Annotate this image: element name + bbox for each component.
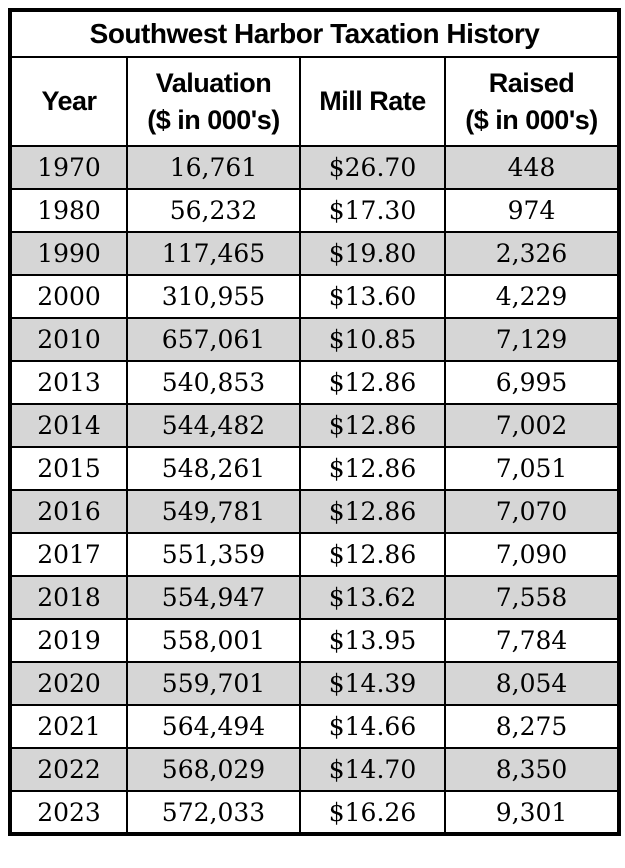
table-row: 2013 540,853 $12.86 6,995	[9, 360, 621, 405]
cell-mill-rate: $26.70	[299, 145, 446, 190]
table-row: 2016 549,781 $12.86 7,070	[9, 489, 621, 534]
cell-mill-rate: $12.86	[299, 360, 446, 405]
header-row: Year Valuation ($ in 000's) Mill Rate Ra…	[9, 56, 621, 147]
cell-raised: 7,129	[443, 317, 621, 362]
cell-year: 2010	[9, 317, 128, 362]
cell-raised: 7,070	[443, 489, 621, 534]
cell-valuation: 551,359	[126, 532, 301, 577]
cell-year: 2020	[9, 661, 128, 706]
column-header-year: Year	[9, 56, 128, 147]
cell-year: 2016	[9, 489, 128, 534]
column-header-valuation: Valuation ($ in 000's)	[126, 56, 301, 147]
table-row: 2000 310,955 $13.60 4,229	[9, 274, 621, 319]
cell-year: 2022	[9, 747, 128, 792]
cell-year: 2014	[9, 403, 128, 448]
cell-valuation: 559,701	[126, 661, 301, 706]
cell-year: 1980	[9, 188, 128, 233]
table-row: 2023 572,033 $16.26 9,301	[9, 790, 621, 835]
column-header-label: Raised	[488, 68, 575, 99]
cell-valuation: 564,494	[126, 704, 301, 749]
cell-year: 2023	[9, 790, 128, 835]
cell-year: 2013	[9, 360, 128, 405]
cell-raised: 8,350	[443, 747, 621, 792]
cell-raised: 448	[443, 145, 621, 190]
cell-mill-rate: $14.66	[299, 704, 446, 749]
table-row: 2017 551,359 $12.86 7,090	[9, 532, 621, 577]
table-row: 1970 16,761 $26.70 448	[9, 145, 621, 190]
cell-mill-rate: $13.95	[299, 618, 446, 663]
table-row: 1980 56,232 $17.30 974	[9, 188, 621, 233]
cell-valuation: 548,261	[126, 446, 301, 491]
title-row: Southwest Harbor Taxation History	[8, 9, 621, 58]
cell-valuation: 16,761	[126, 145, 301, 190]
cell-year: 1990	[9, 231, 128, 276]
cell-mill-rate: $17.30	[299, 188, 446, 233]
cell-raised: 8,054	[443, 661, 621, 706]
table-row: 2010 657,061 $10.85 7,129	[9, 317, 621, 362]
cell-mill-rate: $16.26	[299, 790, 446, 835]
cell-valuation: 310,955	[126, 274, 301, 319]
cell-raised: 8,275	[443, 704, 621, 749]
table-title: Southwest Harbor Taxation History	[8, 9, 621, 58]
cell-mill-rate: $12.86	[299, 489, 446, 534]
cell-raised: 7,784	[443, 618, 621, 663]
table-row: 1990 117,465 $19.80 2,326	[9, 231, 621, 276]
column-header-label: Year	[41, 86, 97, 117]
cell-year: 2021	[9, 704, 128, 749]
cell-valuation: 544,482	[126, 403, 301, 448]
cell-year: 2000	[9, 274, 128, 319]
column-header-label: Valuation	[155, 68, 272, 99]
cell-year: 1970	[9, 145, 128, 190]
cell-year: 2017	[9, 532, 128, 577]
column-header-label: Mill Rate	[319, 86, 426, 117]
cell-mill-rate: $14.39	[299, 661, 446, 706]
table-row: 2022 568,029 $14.70 8,350	[9, 747, 621, 792]
cell-raised: 7,051	[443, 446, 621, 491]
cell-valuation: 657,061	[126, 317, 301, 362]
table-body: 1970 16,761 $26.70 448 1980 56,232 $17.30 974 19…	[9, 145, 621, 835]
cell-valuation: 554,947	[126, 575, 301, 620]
column-header-mill-rate: Mill Rate	[299, 56, 446, 147]
cell-raised: 6,995	[443, 360, 621, 405]
cell-raised: 7,090	[443, 532, 621, 577]
cell-valuation: 540,853	[126, 360, 301, 405]
table-row: 2019 558,001 $13.95 7,784	[9, 618, 621, 663]
cell-raised: 2,326	[443, 231, 621, 276]
column-header-sublabel: ($ in 000's)	[147, 104, 280, 135]
cell-raised: 7,002	[443, 403, 621, 448]
cell-raised: 7,558	[443, 575, 621, 620]
cell-valuation: 558,001	[126, 618, 301, 663]
cell-year: 2018	[9, 575, 128, 620]
cell-mill-rate: $12.86	[299, 532, 446, 577]
cell-raised: 9,301	[443, 790, 621, 835]
cell-valuation: 56,232	[126, 188, 301, 233]
table-row: 2014 544,482 $12.86 7,002	[9, 403, 621, 448]
cell-mill-rate: $12.86	[299, 403, 446, 448]
cell-mill-rate: $19.80	[299, 231, 446, 276]
cell-valuation: 572,033	[126, 790, 301, 835]
cell-valuation: 568,029	[126, 747, 301, 792]
cell-year: 2019	[9, 618, 128, 663]
table-row: 2021 564,494 $14.66 8,275	[9, 704, 621, 749]
cell-valuation: 117,465	[126, 231, 301, 276]
column-header-raised: Raised ($ in 000's)	[443, 56, 621, 147]
table-row: 2018 554,947 $13.62 7,558	[9, 575, 621, 620]
cell-mill-rate: $14.70	[299, 747, 446, 792]
taxation-history-table: Southwest Harbor Taxation History Year V…	[8, 8, 622, 836]
cell-valuation: 549,781	[126, 489, 301, 534]
cell-raised: 974	[443, 188, 621, 233]
table-head: Southwest Harbor Taxation History Year V…	[8, 9, 621, 147]
cell-mill-rate: $10.85	[299, 317, 446, 362]
cell-mill-rate: $13.62	[299, 575, 446, 620]
cell-year: 2015	[9, 446, 128, 491]
column-header-sublabel: ($ in 000's)	[465, 104, 598, 135]
cell-mill-rate: $13.60	[299, 274, 446, 319]
table-row: 2015 548,261 $12.86 7,051	[9, 446, 621, 491]
table-row: 2020 559,701 $14.39 8,054	[9, 661, 621, 706]
cell-mill-rate: $12.86	[299, 446, 446, 491]
cell-raised: 4,229	[443, 274, 621, 319]
